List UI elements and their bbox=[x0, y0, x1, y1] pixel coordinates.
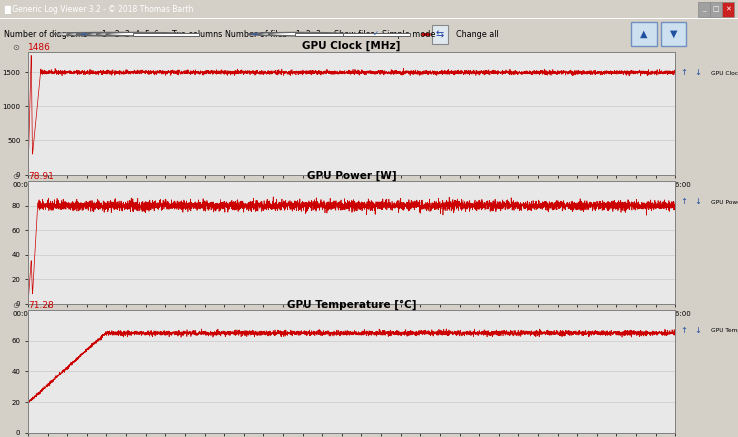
Text: _: _ bbox=[703, 6, 706, 12]
Text: Number of files: Number of files bbox=[225, 30, 287, 38]
Text: ⊙: ⊙ bbox=[12, 43, 19, 52]
Text: □: □ bbox=[713, 6, 719, 12]
Text: 1486: 1486 bbox=[28, 43, 51, 52]
Text: GPU Clock [MHz]: GPU Clock [MHz] bbox=[711, 70, 738, 75]
Text: 2: 2 bbox=[306, 30, 310, 38]
Circle shape bbox=[96, 32, 177, 36]
Circle shape bbox=[76, 32, 157, 36]
Text: 3: 3 bbox=[124, 30, 129, 38]
Text: 5: 5 bbox=[144, 30, 149, 38]
Text: 1: 1 bbox=[295, 30, 300, 38]
Text: ↑: ↑ bbox=[680, 198, 687, 206]
Text: ↓: ↓ bbox=[694, 326, 702, 336]
Circle shape bbox=[86, 32, 168, 36]
Text: ⊙: ⊙ bbox=[12, 301, 19, 310]
Text: █ Generic Log Viewer 3.2 - © 2018 Thomas Barth: █ Generic Log Viewer 3.2 - © 2018 Thomas… bbox=[4, 5, 193, 14]
Title: GPU Temperature [°C]: GPU Temperature [°C] bbox=[287, 299, 416, 309]
FancyBboxPatch shape bbox=[295, 33, 362, 35]
Text: Change all: Change all bbox=[456, 30, 499, 38]
FancyBboxPatch shape bbox=[661, 22, 686, 46]
Title: GPU Power [W]: GPU Power [W] bbox=[307, 170, 396, 180]
Circle shape bbox=[53, 32, 134, 36]
Title: GPU Clock [MHz]: GPU Clock [MHz] bbox=[303, 41, 401, 52]
Text: Two columns: Two columns bbox=[171, 30, 222, 38]
Circle shape bbox=[258, 32, 339, 36]
Text: Show files: Show files bbox=[334, 30, 374, 38]
FancyBboxPatch shape bbox=[432, 24, 448, 44]
Text: ↑: ↑ bbox=[680, 68, 687, 77]
Text: 3: 3 bbox=[316, 30, 321, 38]
Text: Simple mode: Simple mode bbox=[382, 30, 435, 38]
Text: Number of diagrams: Number of diagrams bbox=[4, 30, 87, 38]
Text: GPU Temperature [°C]: GPU Temperature [°C] bbox=[711, 329, 738, 333]
Text: ⊙: ⊙ bbox=[12, 172, 19, 181]
Text: ⇆: ⇆ bbox=[435, 29, 444, 39]
Text: 4: 4 bbox=[134, 30, 139, 38]
Text: 71.28: 71.28 bbox=[28, 301, 54, 310]
Text: ↑: ↑ bbox=[680, 326, 687, 336]
FancyBboxPatch shape bbox=[710, 2, 722, 17]
Text: GPU Power [W]: GPU Power [W] bbox=[711, 199, 738, 205]
Circle shape bbox=[268, 32, 349, 36]
Text: ▲: ▲ bbox=[640, 29, 648, 39]
Circle shape bbox=[247, 32, 328, 36]
Text: ↓: ↓ bbox=[694, 198, 702, 206]
Text: 2: 2 bbox=[114, 30, 119, 38]
Text: 78.91: 78.91 bbox=[28, 172, 54, 181]
FancyBboxPatch shape bbox=[133, 33, 199, 35]
FancyBboxPatch shape bbox=[722, 2, 734, 17]
Text: ✓: ✓ bbox=[373, 31, 379, 37]
Text: ▼: ▼ bbox=[669, 29, 677, 39]
Circle shape bbox=[106, 32, 187, 36]
FancyBboxPatch shape bbox=[631, 22, 657, 46]
Text: ↓: ↓ bbox=[694, 68, 702, 77]
FancyBboxPatch shape bbox=[343, 33, 410, 35]
Text: 6: 6 bbox=[154, 30, 159, 38]
Text: ✕: ✕ bbox=[725, 6, 731, 12]
FancyBboxPatch shape bbox=[698, 2, 710, 17]
Text: 1: 1 bbox=[101, 30, 106, 38]
Circle shape bbox=[66, 32, 148, 36]
